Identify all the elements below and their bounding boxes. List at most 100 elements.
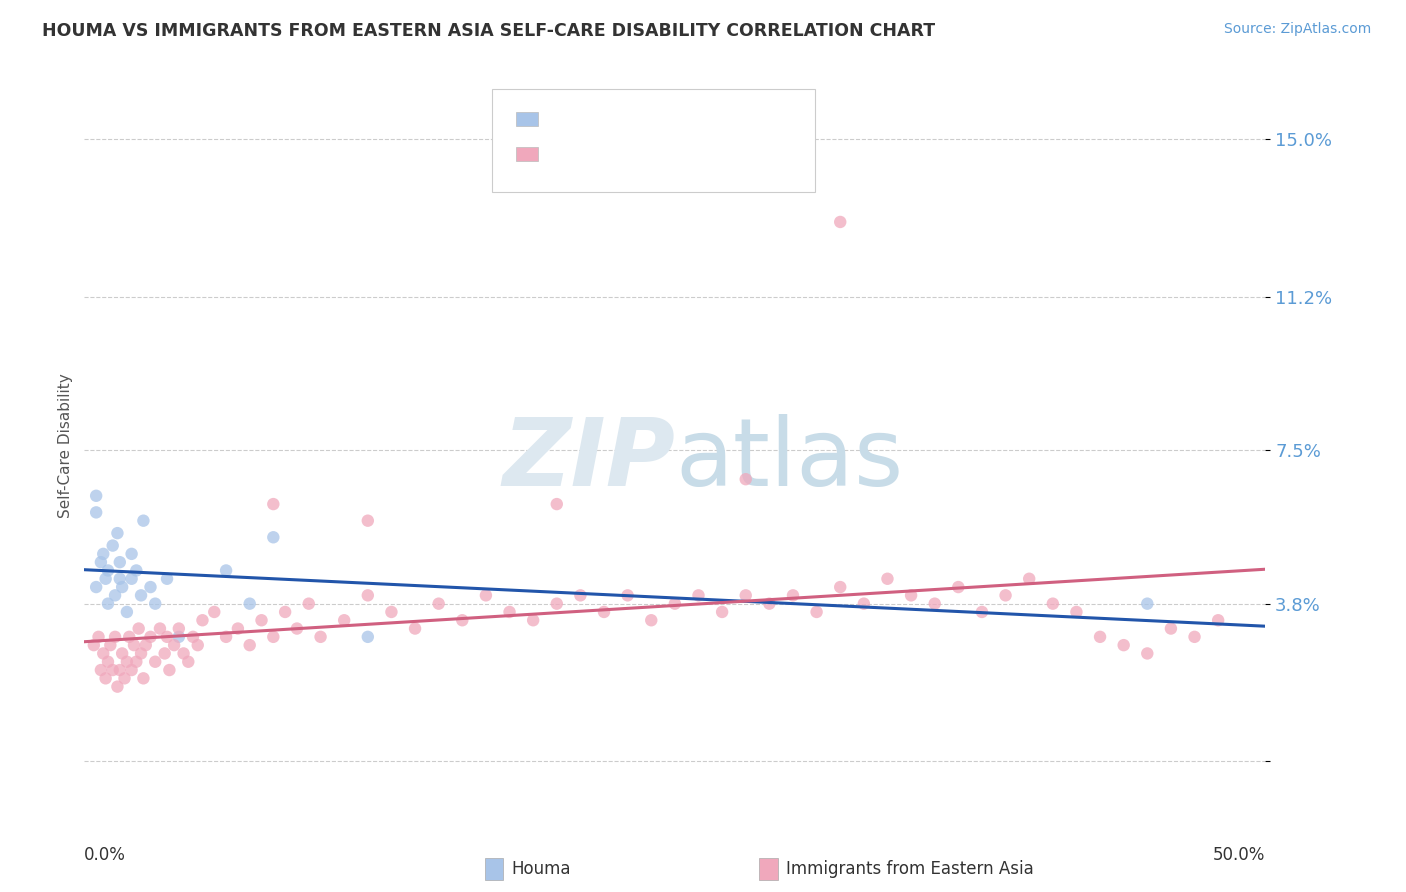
Point: [87, 630, 110, 644]
Point: [115, 655, 138, 669]
Point: [101, 539, 124, 553]
Text: ZIP: ZIP: [502, 414, 675, 507]
Point: [298, 597, 321, 611]
Point: [191, 613, 214, 627]
Text: Houma: Houma: [512, 860, 571, 878]
Point: [734, 472, 756, 486]
Point: [111, 580, 134, 594]
Point: [114, 671, 136, 685]
Point: [475, 588, 498, 602]
Point: [90, 555, 112, 569]
Point: [115, 605, 138, 619]
Point: [94, 572, 117, 586]
Text: atlas: atlas: [675, 414, 903, 507]
Point: [128, 622, 150, 636]
Point: [782, 588, 804, 602]
Point: [167, 622, 190, 636]
Point: [262, 530, 284, 544]
Point: [108, 555, 131, 569]
Point: [177, 655, 200, 669]
Point: [97, 655, 120, 669]
Point: [688, 588, 710, 602]
Text: 50.0%: 50.0%: [1213, 846, 1265, 863]
Point: [153, 647, 176, 661]
Point: [734, 588, 756, 602]
Point: [1136, 647, 1159, 661]
Point: [125, 655, 148, 669]
Point: [187, 638, 209, 652]
Point: [139, 580, 162, 594]
Point: [357, 514, 380, 528]
Point: [357, 588, 380, 602]
Point: [924, 597, 946, 611]
Point: [876, 572, 898, 586]
Point: [262, 497, 284, 511]
Point: [1066, 605, 1088, 619]
Point: [83, 638, 105, 652]
Point: [380, 605, 402, 619]
Point: [215, 564, 238, 578]
Text: Immigrants from Eastern Asia: Immigrants from Eastern Asia: [786, 860, 1033, 878]
Point: [202, 605, 225, 619]
Point: [664, 597, 686, 611]
Point: [900, 588, 922, 602]
Point: [97, 564, 120, 578]
Point: [215, 630, 238, 644]
Point: [250, 613, 273, 627]
Point: [1206, 613, 1229, 627]
Point: [98, 638, 121, 652]
Point: [91, 547, 114, 561]
Point: [181, 630, 204, 644]
Point: [173, 647, 195, 661]
Point: [1088, 630, 1111, 644]
Point: [830, 215, 852, 229]
Point: [593, 605, 616, 619]
Point: [569, 588, 592, 602]
Point: [108, 572, 131, 586]
Point: [108, 663, 131, 677]
Point: [333, 613, 356, 627]
Point: [711, 605, 734, 619]
Point: [852, 597, 875, 611]
Point: [121, 663, 143, 677]
Point: [97, 597, 120, 611]
Point: [285, 622, 308, 636]
Point: [239, 638, 262, 652]
Point: [167, 630, 190, 644]
Y-axis label: Self-Care Disability: Self-Care Disability: [58, 374, 73, 518]
Point: [522, 613, 544, 627]
Text: HOUMA VS IMMIGRANTS FROM EASTERN ASIA SELF-CARE DISABILITY CORRELATION CHART: HOUMA VS IMMIGRANTS FROM EASTERN ASIA SE…: [42, 22, 935, 40]
Point: [239, 597, 262, 611]
Point: [357, 630, 380, 644]
Point: [830, 580, 852, 594]
Point: [1112, 638, 1135, 652]
Point: [1160, 622, 1182, 636]
Point: [451, 613, 474, 627]
Point: [758, 597, 780, 611]
Point: [149, 622, 172, 636]
Point: [104, 588, 127, 602]
Point: [498, 605, 520, 619]
Point: [111, 647, 134, 661]
Point: [107, 680, 129, 694]
Text: R = 0.263    N = 87: R = 0.263 N = 87: [550, 145, 711, 163]
Point: [1136, 597, 1159, 611]
Text: 0.0%: 0.0%: [84, 846, 127, 863]
Point: [427, 597, 450, 611]
Point: [84, 505, 107, 519]
Point: [84, 580, 107, 594]
Point: [143, 655, 166, 669]
Point: [90, 663, 112, 677]
Point: [139, 630, 162, 644]
Point: [226, 622, 249, 636]
Point: [84, 489, 107, 503]
Point: [157, 663, 180, 677]
Point: [132, 514, 155, 528]
Point: [156, 630, 179, 644]
Point: [806, 605, 828, 619]
Point: [1184, 630, 1206, 644]
Point: [970, 605, 993, 619]
Point: [132, 671, 155, 685]
Point: [129, 588, 152, 602]
Point: [546, 597, 568, 611]
